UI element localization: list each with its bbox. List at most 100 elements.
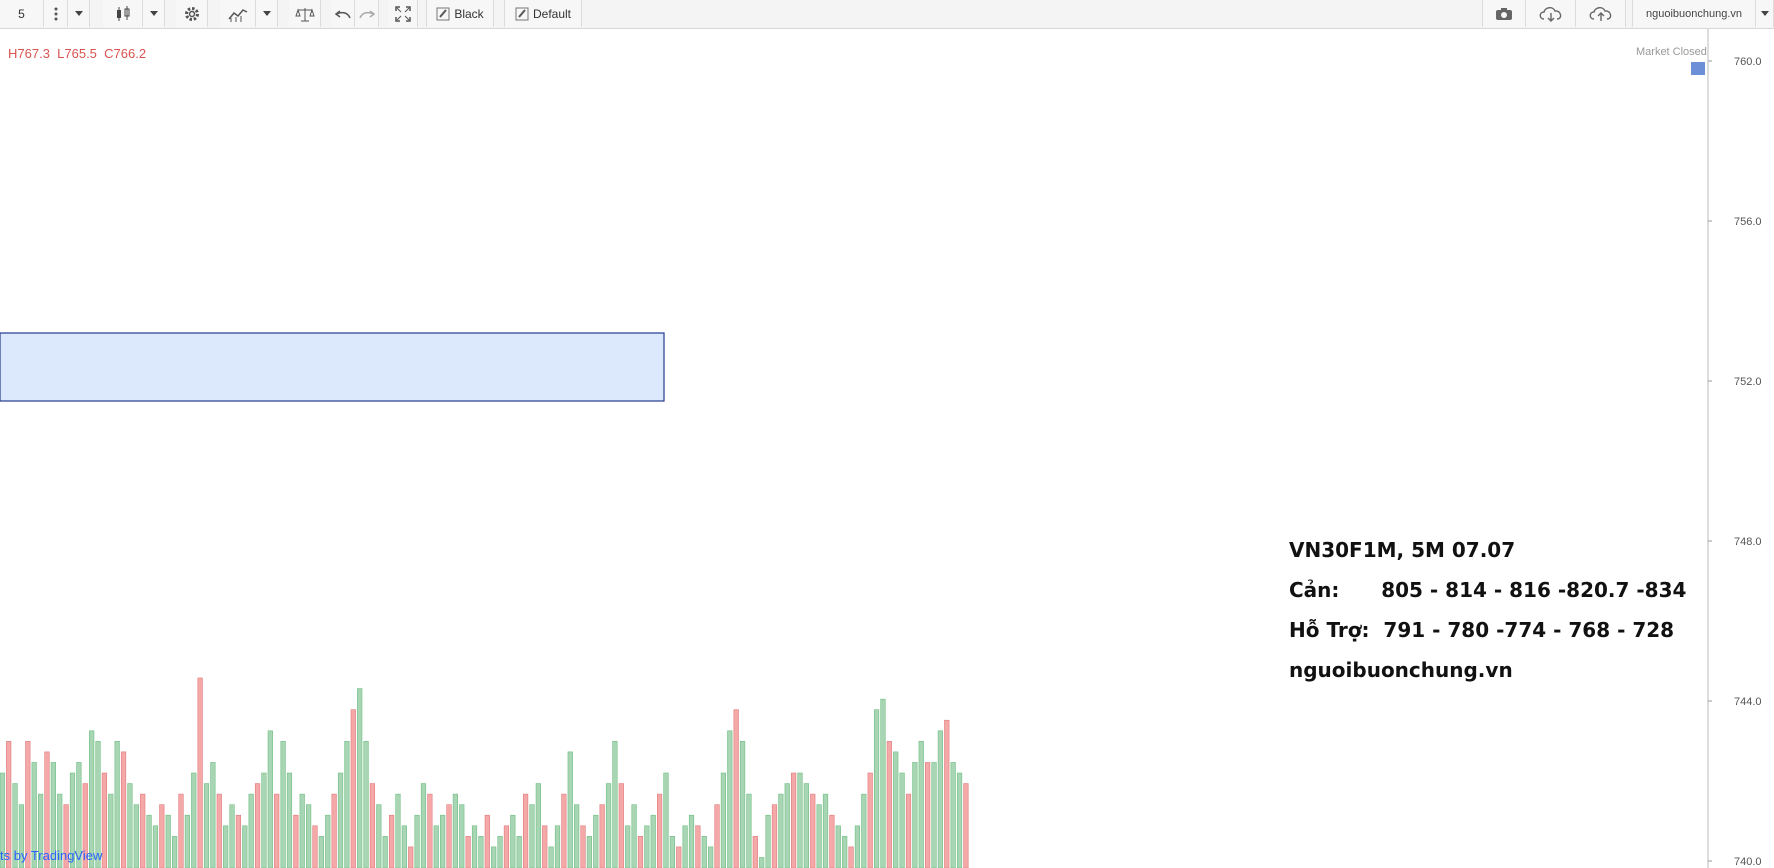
volume-bar: [491, 846, 497, 868]
volume-bar: [216, 793, 222, 868]
chevron-down-icon: [74, 11, 83, 16]
volume-bar: [408, 846, 414, 868]
volume-bar: [50, 762, 56, 868]
volume-bar: [69, 772, 76, 868]
y-tick-label: 752.0: [1734, 376, 1762, 388]
volume-bar: [822, 793, 829, 868]
volume-bar: [963, 783, 969, 868]
site-dropdown[interactable]: [1756, 0, 1774, 27]
save-chart-button[interactable]: [1576, 0, 1626, 27]
volume-bar: [880, 698, 886, 868]
vertical-dots-icon: [54, 7, 57, 20]
volume-bar: [708, 846, 714, 868]
volume-bar: [210, 762, 216, 868]
volume-bar: [644, 825, 650, 868]
indicators-dropdown[interactable]: [256, 0, 278, 27]
volume-bar: [522, 793, 529, 868]
volume-bar: [899, 772, 905, 868]
market-status: Market Closed: [1636, 46, 1707, 58]
chevron-down-icon: [262, 11, 271, 16]
volume-bar: [548, 846, 554, 868]
chart-style-button[interactable]: [103, 0, 143, 27]
redo-icon: [358, 9, 375, 18]
fullscreen-icon: [394, 5, 411, 22]
volume-bar: [663, 772, 669, 868]
volume-bar: [133, 804, 139, 868]
volume-bar: [363, 741, 369, 868]
volume-bar: [574, 804, 580, 868]
gear-icon: [184, 6, 199, 21]
volume-bar: [63, 804, 69, 868]
redo-button[interactable]: [355, 0, 379, 27]
volume-bar: [293, 814, 299, 868]
volume-bar: [886, 741, 892, 868]
volume-bar: [631, 804, 637, 868]
volume-bar: [420, 783, 427, 868]
settings-button[interactable]: [176, 0, 208, 27]
volume-bar: [89, 730, 95, 868]
load-chart-button[interactable]: [1526, 0, 1576, 27]
volume-bar: [382, 836, 388, 868]
volume-bar: [956, 772, 963, 868]
volume-bar: [554, 825, 561, 868]
volume-bar: [752, 836, 758, 868]
volume-bar: [567, 751, 573, 868]
volume-bar: [433, 825, 439, 868]
site-button[interactable]: nguoibuonchung.vn: [1632, 0, 1756, 27]
volume-bar: [280, 741, 286, 868]
volume-bar: [739, 741, 746, 868]
volume-bar: [580, 825, 586, 868]
compare-button[interactable]: [289, 0, 321, 27]
y-tick-label: 744.0: [1734, 696, 1762, 708]
indicators-button[interactable]: [220, 0, 256, 27]
volume-bar: [203, 783, 210, 868]
volume-bar: [835, 825, 841, 868]
price-chart[interactable]: 740.0744.0748.0752.0756.0760.0764.0768.0…: [0, 29, 1774, 868]
volume-bar: [191, 772, 197, 868]
snapshot-button[interactable]: [1482, 0, 1526, 27]
interval-select[interactable]: 5: [0, 0, 44, 27]
volume-bar: [446, 804, 452, 868]
volume-bar: [657, 793, 663, 868]
interval-value: 5: [18, 6, 25, 21]
volume-bar: [599, 804, 605, 868]
volume-bar: [510, 814, 516, 868]
theme-button[interactable]: Black: [426, 0, 494, 27]
volume-bar: [18, 804, 25, 868]
undo-button[interactable]: [331, 0, 355, 27]
volume-bar: [31, 762, 37, 868]
interval-dropdown-button[interactable]: [68, 0, 90, 27]
volume-bar: [516, 836, 522, 868]
volume-bar: [274, 793, 280, 868]
volume-bar: [197, 677, 203, 868]
volume-bar: [842, 836, 848, 868]
volume-bar: [159, 804, 165, 868]
volume-bar: [388, 814, 395, 868]
volume-bar: [733, 709, 739, 868]
template-button[interactable]: Default: [504, 0, 582, 27]
toolbar: 5 Black Default nguoibuonchung.vn: [0, 0, 1774, 29]
chart-style-dropdown[interactable]: [143, 0, 165, 27]
volume-bar: [235, 814, 242, 868]
volume-bar: [229, 804, 235, 868]
volume-bar: [625, 825, 631, 868]
volume-bar: [535, 783, 541, 868]
volume-bar: [395, 793, 401, 868]
interval-menu-button[interactable]: [44, 0, 68, 27]
volume-bar: [459, 804, 465, 868]
volume-bar: [471, 825, 478, 868]
volume-bar: [791, 772, 797, 868]
y-tick-label: 756.0: [1734, 216, 1762, 228]
volume-bar: [267, 730, 273, 868]
volume-bar: [778, 793, 784, 868]
tradingview-credit[interactable]: ts by TradingView: [0, 848, 103, 863]
volume-bar: [427, 793, 433, 868]
volume-bar: [618, 783, 624, 868]
volume-bar: [848, 846, 854, 868]
volume-bar: [937, 730, 943, 868]
y-tick-label: 760.0: [1734, 56, 1762, 68]
fullscreen-button[interactable]: [388, 0, 418, 27]
y-tick-label: 740.0: [1734, 856, 1762, 868]
template-button-label: Default: [532, 6, 572, 21]
volume-bar: [701, 836, 707, 868]
